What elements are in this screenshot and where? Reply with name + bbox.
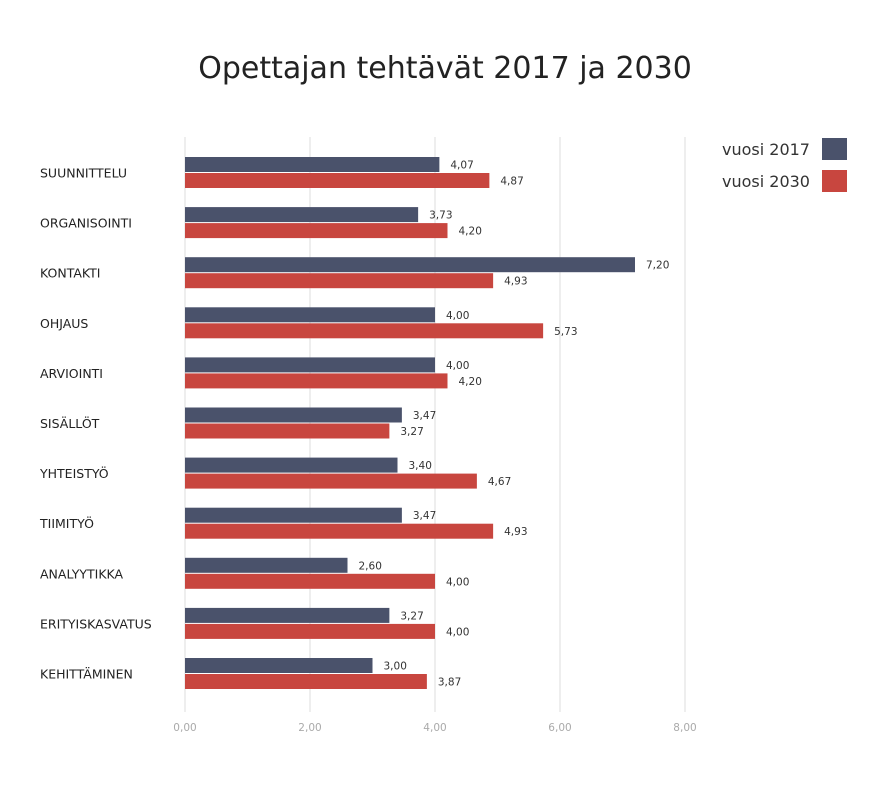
value-label: 5,73 — [554, 326, 577, 338]
category-label: YHTEISTYÖ — [39, 465, 109, 481]
value-label: 4,00 — [446, 360, 469, 372]
value-label: 3,47 — [413, 410, 436, 422]
value-label: 3,40 — [409, 460, 432, 472]
x-tick-label: 0,00 — [173, 722, 196, 734]
bar-series-2 — [185, 223, 448, 239]
value-label: 4,93 — [504, 526, 527, 538]
bar-series-1 — [185, 658, 373, 673]
bar-series-1 — [185, 607, 390, 623]
bars — [185, 157, 635, 689]
bar-series-1 — [185, 557, 348, 573]
bar-series-2 — [185, 423, 390, 439]
legend-swatch — [822, 138, 847, 160]
value-label: 4,00 — [446, 576, 469, 588]
value-label: 2,60 — [359, 560, 382, 572]
value-label: 4,87 — [500, 176, 523, 188]
bar-series-1 — [185, 257, 635, 273]
value-label: 3,27 — [400, 610, 423, 622]
bar-series-1 — [185, 157, 440, 172]
labels: 0,00 2,00 4,00 6,00 8,00 SUUNNITTELU ORGANISOI… — [39, 160, 697, 735]
value-label: 4,00 — [446, 310, 469, 322]
bar-series-2 — [185, 473, 477, 489]
x-tick-label: 2,00 — [298, 722, 321, 734]
value-label: 4,93 — [504, 276, 527, 288]
category-label: KEHITTÄMINEN — [40, 667, 133, 682]
bar-series-1 — [185, 307, 435, 323]
chart-title: Opettajan tehtävät 2017 ja 2030 — [198, 51, 692, 86]
category-label: TIIMITYÖ — [39, 515, 94, 531]
bar-series-2 — [185, 273, 494, 289]
value-label: 7,20 — [646, 260, 669, 272]
bar-series-2 — [185, 623, 435, 639]
category-label: OHJAUS — [40, 316, 88, 331]
bar-series-2 — [185, 173, 490, 188]
category-label: ERITYISKASVATUS — [40, 616, 152, 631]
category-label: ORGANISOINTI — [40, 216, 132, 231]
category-label: ANALYYTIKKA — [40, 566, 124, 581]
legend-label: vuosi 2030 — [722, 172, 810, 191]
value-label: 4,00 — [446, 626, 469, 638]
value-label: 3,27 — [400, 426, 423, 438]
value-label: 4,20 — [459, 226, 482, 238]
value-label: 3,87 — [438, 677, 461, 689]
category-label: ARVIOINTI — [40, 366, 103, 381]
x-tick-label: 6,00 — [548, 722, 571, 734]
x-tick-label: 8,00 — [673, 722, 696, 734]
value-label: 3,00 — [384, 661, 407, 673]
legend-label: vuosi 2017 — [722, 140, 810, 159]
bar-series-1 — [185, 407, 402, 423]
legend: vuosi 2017 vuosi 2030 — [722, 138, 847, 192]
value-label: 4,20 — [459, 376, 482, 388]
bar-series-1 — [185, 507, 402, 523]
category-label: SUUNNITTELU — [40, 166, 127, 181]
bar-series-2 — [185, 523, 494, 539]
value-label: 3,73 — [429, 210, 452, 222]
bar-series-2 — [185, 323, 544, 339]
category-label: SISÄLLÖT — [40, 415, 100, 431]
bar-series-2 — [185, 674, 427, 689]
bar-series-2 — [185, 573, 435, 589]
bar-series-1 — [185, 457, 398, 473]
value-label: 4,67 — [488, 476, 511, 488]
value-label: 4,07 — [450, 160, 473, 172]
x-tick-label: 4,00 — [423, 722, 446, 734]
category-label: KONTAKTI — [40, 266, 100, 281]
bar-series-1 — [185, 357, 435, 373]
bar-series-2 — [185, 373, 448, 389]
value-label: 3,47 — [413, 510, 436, 522]
legend-swatch — [822, 170, 847, 192]
bar-series-1 — [185, 207, 419, 223]
